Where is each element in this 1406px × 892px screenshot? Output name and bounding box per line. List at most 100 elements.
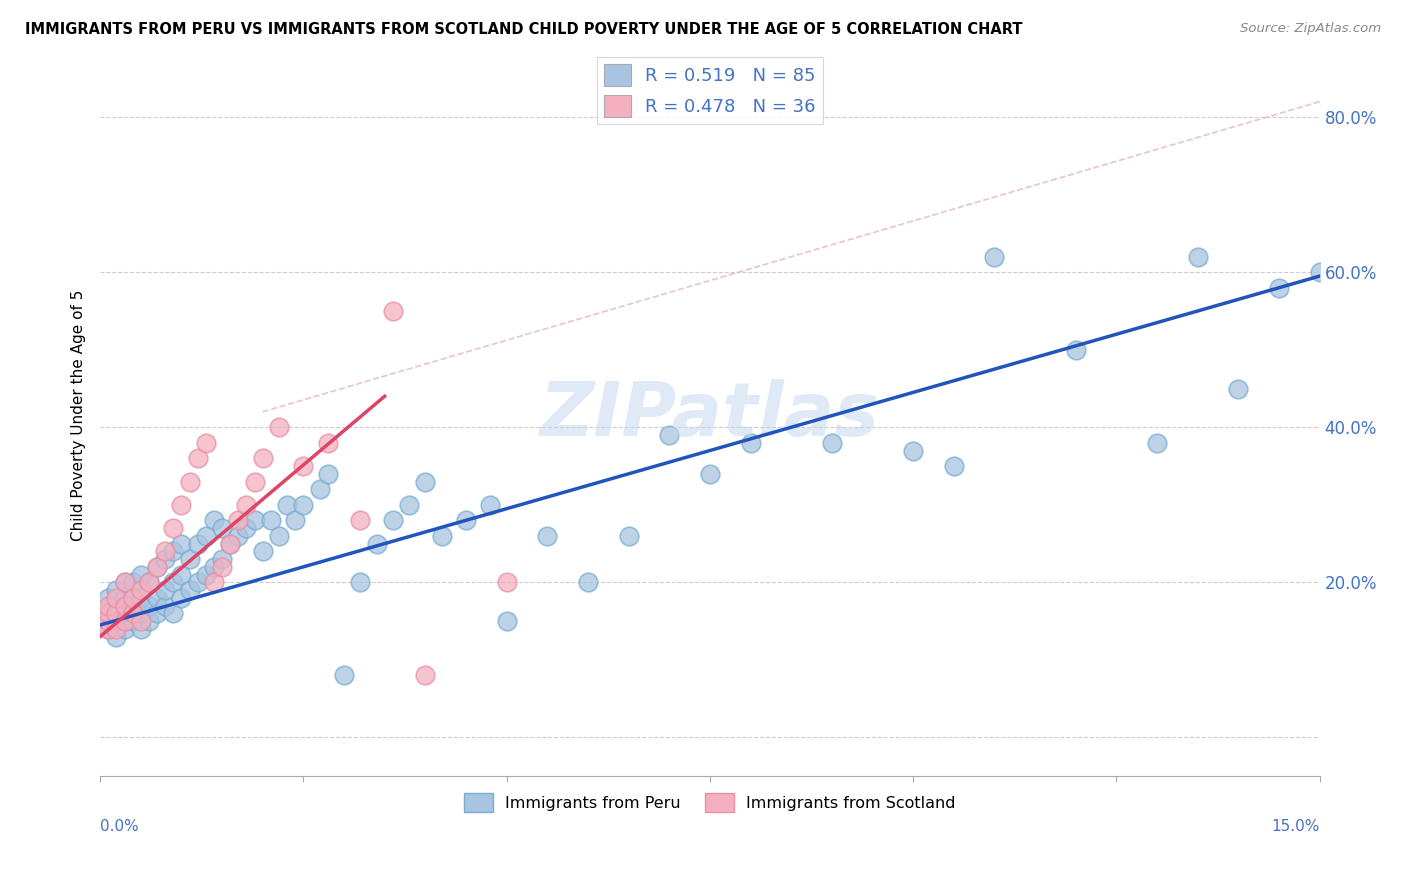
Point — [170, 498, 193, 512]
Point — [349, 575, 371, 590]
Point — [194, 567, 217, 582]
Point — [398, 498, 420, 512]
Point — [495, 614, 517, 628]
Point — [146, 607, 169, 621]
Point — [479, 498, 502, 512]
Point — [129, 567, 152, 582]
Point — [170, 591, 193, 605]
Point — [105, 607, 128, 621]
Point — [114, 599, 136, 613]
Point — [349, 513, 371, 527]
Point — [536, 529, 558, 543]
Point — [170, 567, 193, 582]
Point — [105, 622, 128, 636]
Point — [284, 513, 307, 527]
Point — [97, 607, 120, 621]
Point — [153, 552, 176, 566]
Text: 15.0%: 15.0% — [1271, 820, 1320, 834]
Point — [153, 583, 176, 598]
Point — [821, 435, 844, 450]
Point — [97, 591, 120, 605]
Point — [219, 536, 242, 550]
Point — [202, 513, 225, 527]
Point — [942, 458, 965, 473]
Text: 0.0%: 0.0% — [100, 820, 139, 834]
Point — [415, 475, 437, 489]
Point — [153, 599, 176, 613]
Point — [211, 521, 233, 535]
Point — [121, 607, 143, 621]
Point — [114, 575, 136, 590]
Point — [187, 575, 209, 590]
Point — [1064, 343, 1087, 357]
Text: Source: ZipAtlas.com: Source: ZipAtlas.com — [1240, 22, 1381, 36]
Point — [138, 575, 160, 590]
Point — [121, 591, 143, 605]
Point — [267, 420, 290, 434]
Point — [129, 583, 152, 598]
Point — [308, 483, 330, 497]
Point — [1227, 382, 1250, 396]
Point — [187, 451, 209, 466]
Point — [1309, 265, 1331, 279]
Point — [983, 250, 1005, 264]
Point — [252, 544, 274, 558]
Point — [114, 614, 136, 628]
Point — [415, 668, 437, 682]
Point — [202, 575, 225, 590]
Text: IMMIGRANTS FROM PERU VS IMMIGRANTS FROM SCOTLAND CHILD POVERTY UNDER THE AGE OF : IMMIGRANTS FROM PERU VS IMMIGRANTS FROM … — [25, 22, 1022, 37]
Point — [454, 513, 477, 527]
Point — [235, 498, 257, 512]
Point — [740, 435, 762, 450]
Point — [114, 575, 136, 590]
Point — [121, 591, 143, 605]
Point — [576, 575, 599, 590]
Point — [114, 622, 136, 636]
Point — [243, 513, 266, 527]
Point — [202, 559, 225, 574]
Point — [105, 630, 128, 644]
Point — [97, 622, 120, 636]
Point — [105, 583, 128, 598]
Point — [617, 529, 640, 543]
Point — [179, 583, 201, 598]
Point — [97, 599, 120, 613]
Point — [129, 622, 152, 636]
Point — [187, 536, 209, 550]
Point — [97, 607, 120, 621]
Point — [260, 513, 283, 527]
Point — [211, 559, 233, 574]
Point — [138, 614, 160, 628]
Point — [179, 552, 201, 566]
Legend: R = 0.519   N = 85, R = 0.478   N = 36: R = 0.519 N = 85, R = 0.478 N = 36 — [596, 57, 823, 125]
Point — [114, 591, 136, 605]
Point — [162, 521, 184, 535]
Point — [146, 591, 169, 605]
Point — [97, 622, 120, 636]
Point — [121, 575, 143, 590]
Point — [699, 467, 721, 481]
Point — [228, 529, 250, 543]
Point — [179, 475, 201, 489]
Point — [292, 458, 315, 473]
Point — [1187, 250, 1209, 264]
Point — [333, 668, 356, 682]
Point — [129, 614, 152, 628]
Point — [381, 304, 404, 318]
Point — [97, 614, 120, 628]
Point — [366, 536, 388, 550]
Point — [153, 544, 176, 558]
Point — [495, 575, 517, 590]
Point — [430, 529, 453, 543]
Point — [105, 599, 128, 613]
Point — [162, 544, 184, 558]
Point — [121, 614, 143, 628]
Point — [105, 607, 128, 621]
Point — [129, 607, 152, 621]
Point — [267, 529, 290, 543]
Point — [146, 559, 169, 574]
Text: ZIPatlas: ZIPatlas — [540, 379, 880, 452]
Point — [1146, 435, 1168, 450]
Point — [138, 575, 160, 590]
Point — [901, 443, 924, 458]
